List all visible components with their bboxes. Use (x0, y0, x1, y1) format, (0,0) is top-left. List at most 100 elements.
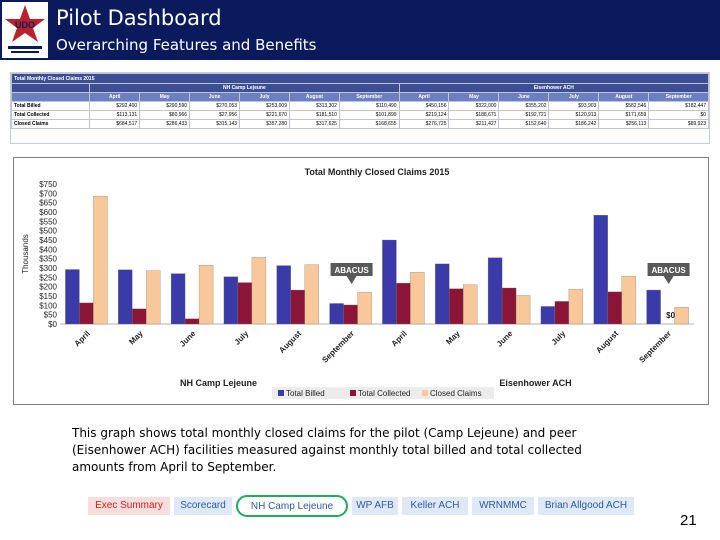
abacus-callout-arrow (346, 276, 357, 284)
bar-closed-claims (674, 307, 689, 325)
slide-header: UDO Pilot Dashboard Overarching Features… (0, 0, 720, 60)
y-tick-label: $250 (39, 273, 57, 282)
bar-closed-claims (251, 257, 267, 325)
table-cell: $89,923 (648, 119, 709, 129)
abacus-callout-label: ABACUS (651, 266, 686, 275)
table-cell: $357,280 (239, 119, 290, 129)
table-cell: $211,427 (448, 119, 500, 129)
table-month-header: September (648, 92, 709, 102)
table-cell: $317,625 (289, 119, 340, 129)
bar-total-collected (132, 308, 147, 325)
table-month-header: May (139, 92, 191, 102)
table-cell: $27,956 (189, 110, 241, 120)
abacus-callout (647, 263, 690, 276)
table-month-header: August (598, 92, 650, 102)
table-cell: $270,053 (189, 101, 241, 111)
legend-label: Total Collected (358, 389, 410, 398)
abacus-callout (330, 263, 373, 276)
bar-closed-claims (621, 276, 636, 325)
table-cell: $322,000 (448, 101, 500, 111)
slide-title: Pilot Dashboard (56, 6, 222, 30)
bar-total-collected (607, 291, 622, 325)
bar-total-collected (501, 287, 517, 325)
bar-total-billed (276, 265, 291, 325)
table-cell: $192,721 (498, 110, 550, 120)
tab-exec-summary[interactable]: Exec Summary (88, 497, 170, 515)
chart-description: This graph shows total monthly closed cl… (72, 426, 582, 474)
table-cell: $290,590 (139, 101, 191, 111)
x-tick-label: June (178, 329, 198, 349)
bar-closed-claims (410, 272, 425, 325)
table-month-header: September (338, 92, 400, 102)
y-tick-label: $700 (39, 189, 57, 198)
bar-closed-claims (568, 289, 584, 325)
table-cell: $292,400 (89, 101, 141, 111)
tab-nh-camp-lejeune[interactable]: NH Camp Lejeune (236, 495, 348, 517)
table-cell: $188,671 (448, 110, 500, 120)
bar-total-billed (540, 306, 556, 325)
table-row: Total Billed $292,400 $290,590 $270,053 $253… (11, 101, 709, 111)
bar-total-billed (65, 269, 80, 325)
table-month-header: April (89, 92, 141, 102)
navigation-tabs: Exec Summary Scorecard NH Camp Lejeune WP A… (88, 495, 634, 517)
y-tick-label: $550 (39, 217, 57, 226)
bar-total-billed (329, 303, 344, 325)
table-caption-row: Total Monthly Closed Claims 2015 (11, 73, 709, 84)
y-tick-label: $200 (39, 283, 57, 292)
tab-brian-allgood-ach[interactable]: Brian Allgood ACH (538, 497, 634, 515)
table-month-header: May (448, 92, 500, 102)
legend-box (272, 387, 494, 399)
x-tick-label: July (550, 329, 568, 347)
bar-total-billed (435, 263, 450, 325)
y-axis-label: Thousands (21, 234, 30, 274)
bar-total-collected (343, 304, 358, 325)
table-cell: $286,433 (139, 119, 191, 129)
bar-closed-claims (146, 270, 161, 325)
bar-total-billed (382, 239, 397, 325)
y-tick-label: $300 (39, 264, 57, 273)
bar-total-collected (184, 318, 200, 325)
table-cell: $355,202 (498, 101, 550, 111)
y-tick-label: $50 (44, 311, 58, 320)
table-cell: $186,242 (548, 119, 600, 129)
legend-label: Closed Claims (430, 389, 482, 398)
table-row-label: Total Collected (11, 110, 91, 120)
x-tick-label: May (444, 329, 462, 347)
table-corner-cell (11, 92, 91, 102)
table-group-header: NH Camp Lejeune (89, 83, 400, 93)
table-cell: $219,124 (398, 110, 450, 120)
bar-closed-claims (463, 284, 478, 325)
x-tick-label: July (233, 329, 251, 347)
summary-table: Total Monthly Closed Claims 2015 NH Camp … (11, 73, 709, 129)
tab-wrnmmc[interactable]: WRNMMC (472, 497, 534, 515)
table-cell: $0 (648, 110, 709, 120)
bar-total-billed (118, 269, 133, 325)
legend-swatch (278, 390, 284, 396)
group-label: NH Camp Lejeune (180, 378, 257, 388)
table-month-header: July (548, 92, 600, 102)
bar-total-billed (170, 273, 186, 325)
group-label: Eisenhower ACH (499, 378, 571, 388)
table-cell: $168,655 (338, 119, 400, 129)
y-tick-label: $0 (48, 320, 57, 329)
table-cell: $80,966 (139, 110, 191, 120)
chart-title: Total Monthly Closed Claims 2015 (305, 167, 450, 177)
bar-closed-claims (93, 195, 108, 325)
legend-swatch (350, 390, 356, 396)
tab-keller-ach[interactable]: Keller ACH (402, 497, 468, 515)
legend-label: Total Billed (286, 389, 325, 398)
bar-total-collected (237, 282, 253, 325)
bar-total-collected (449, 288, 464, 325)
table-cell: $450,156 (398, 101, 450, 111)
table-cell: $253,009 (239, 101, 290, 111)
y-tick-label: $400 (39, 245, 57, 254)
y-tick-label: $150 (39, 292, 57, 301)
page-number: 21 (680, 512, 697, 529)
bar-total-collected (290, 289, 305, 325)
tab-scorecard[interactable]: Scorecard (174, 497, 232, 515)
table-cell: $582,546 (598, 101, 650, 111)
x-tick-label: April (390, 329, 409, 348)
table-month-row: April May June July August September April May J… (11, 92, 709, 102)
y-tick-label: $450 (39, 236, 57, 245)
tab-wp-afb[interactable]: WP AFB (352, 497, 398, 515)
